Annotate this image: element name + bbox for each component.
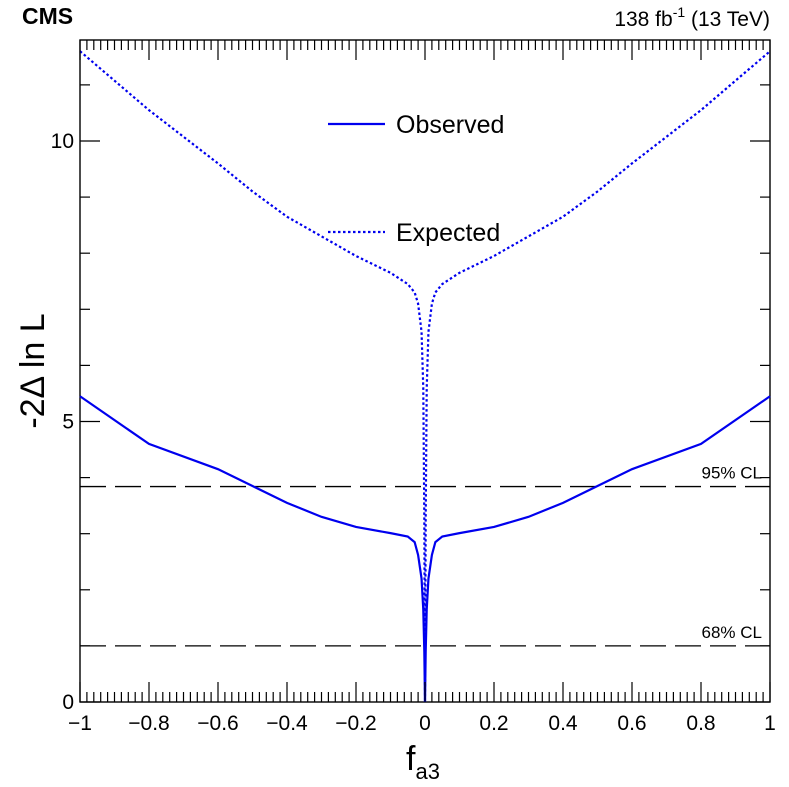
x-axis-label-sub: a3	[415, 759, 439, 784]
x-tick-label: 0	[419, 712, 431, 735]
x-axis-label: fa3	[406, 740, 440, 784]
likelihood-curves	[79, 50, 771, 703]
x-tick-label: 1	[764, 712, 776, 735]
x-tick-label: −0.8	[128, 712, 169, 735]
x-tick-label: −0.2	[335, 712, 376, 735]
legend: Observed Expected	[328, 111, 504, 247]
x-tick-label: 0.6	[617, 712, 646, 735]
y-tick-label: 5	[62, 410, 74, 433]
x-tick-label: 0.4	[548, 712, 578, 735]
x-axis-ticks: −1 −0.8 −0.6 −0.4 −0.2 0 0.2 0.4 0.6 0.8 1	[68, 40, 776, 735]
x-axis-label-main: f	[406, 740, 416, 778]
lumi-exponent: -1	[673, 4, 686, 20]
x-tick-label: −0.6	[197, 712, 238, 735]
y-tick-label: 10	[51, 130, 74, 153]
y-tick-label: 0	[62, 691, 74, 714]
reference-label-68cl: 68% CL	[702, 623, 762, 642]
x-tick-label: 0.2	[479, 712, 508, 735]
y-axis-ticks: 0 5 10	[51, 84, 770, 714]
reference-label-95cl: 95% CL	[702, 464, 762, 483]
x-tick-label: 0.8	[686, 712, 715, 735]
luminosity-label: 138 fb-1 (13 TeV)	[614, 4, 770, 31]
experiment-label: CMS	[22, 3, 73, 29]
lumi-value: 138 fb	[614, 8, 672, 31]
legend-observed-label: Observed	[396, 111, 504, 139]
reference-lines: 95% CL 68% CL	[80, 464, 770, 647]
x-tick-label: −1	[68, 712, 92, 735]
energy-value: (13 TeV)	[691, 8, 770, 31]
legend-expected-label: Expected	[396, 219, 500, 247]
x-tick-label: −0.4	[266, 712, 308, 735]
y-axis-label: -2Δ ln L	[14, 313, 52, 428]
expected-curve	[79, 50, 771, 703]
